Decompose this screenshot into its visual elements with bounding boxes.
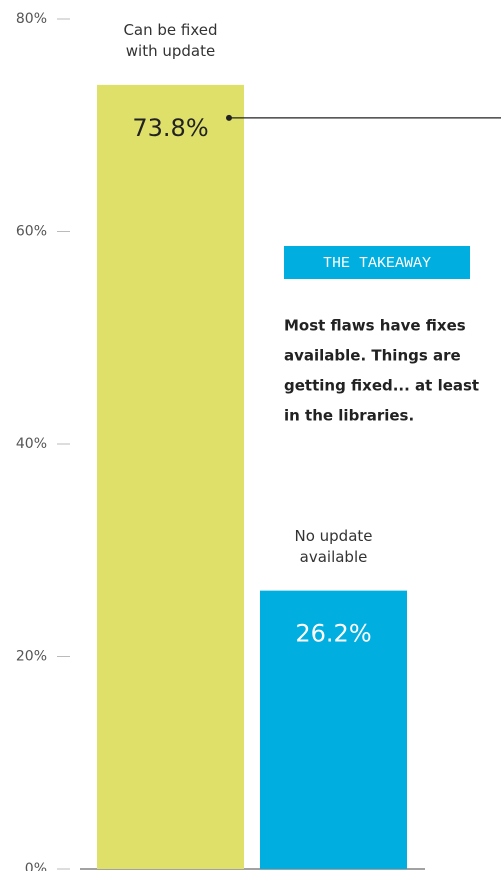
y-tick-label: 80% [16, 11, 47, 27]
takeaway-text: in the libraries. [284, 407, 414, 425]
y-tick-label: 0% [25, 861, 47, 871]
category-label: Can be fixed with update [123, 20, 218, 60]
y-tick-label: 20% [16, 649, 47, 665]
takeaway-text: available. Things are [284, 347, 461, 365]
bar [97, 84, 244, 869]
y-tick-label: 40% [16, 436, 47, 452]
takeaway-box [284, 246, 470, 279]
bar [260, 590, 407, 869]
takeaway-title: THE TAKEAWAY [323, 255, 431, 272]
category-label: No update available [294, 526, 373, 566]
y-tick-label: 60% [16, 224, 47, 240]
takeaway-text: Most flaws have fixes [284, 317, 466, 335]
value-label: 26.2% [295, 620, 371, 648]
value-label: 73.8% [132, 114, 208, 142]
takeaway-text: getting fixed... at least [284, 377, 479, 395]
